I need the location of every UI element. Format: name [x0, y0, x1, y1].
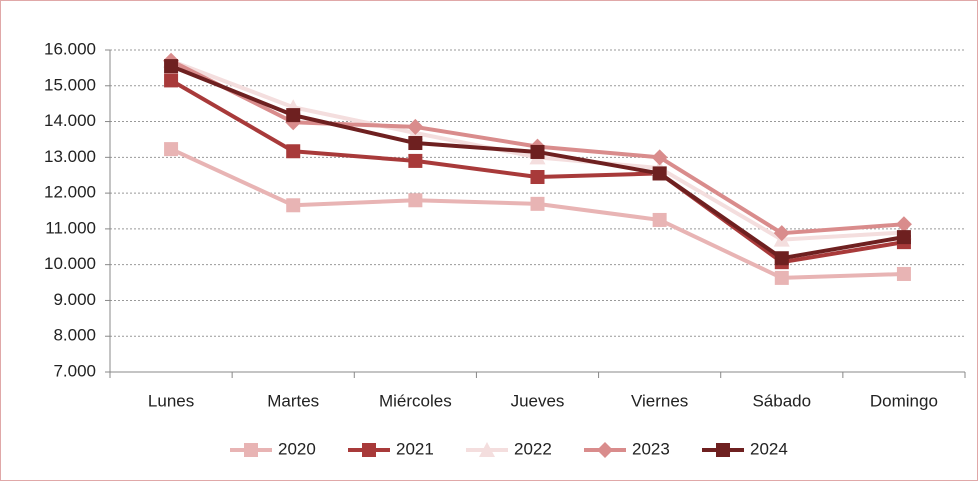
legend-label: 2024 [750, 439, 788, 458]
marker [652, 212, 667, 227]
y-tick-label: 10.000 [44, 254, 96, 273]
x-tick-label: Domingo [870, 391, 938, 410]
y-tick-label: 14.000 [44, 111, 96, 130]
y-tick-label: 16.000 [44, 39, 96, 58]
marker [408, 193, 423, 208]
y-tick-label: 7.000 [53, 361, 96, 380]
marker [407, 118, 424, 135]
legend-label: 2023 [632, 439, 670, 458]
y-tick-label: 11.000 [45, 218, 96, 237]
y-tick-label: 15.000 [44, 75, 96, 94]
marker [651, 149, 668, 166]
legend-marker [597, 442, 613, 458]
marker [286, 144, 301, 159]
y-tick-label: 12.000 [44, 183, 96, 202]
x-tick-label: Sábado [752, 391, 811, 410]
marker [408, 153, 423, 168]
marker [896, 230, 911, 245]
x-tick-label: Jueves [511, 391, 565, 410]
marker [652, 166, 667, 181]
y-tick-label: 8.000 [53, 326, 96, 345]
legend-marker [362, 443, 376, 457]
legend: 2020 2021 2022 2023 2024 [230, 439, 788, 458]
legend-marker [479, 442, 495, 457]
marker [773, 225, 790, 242]
marker [530, 170, 545, 185]
y-tick-label: 13.000 [44, 147, 96, 166]
legend-marker [716, 443, 730, 457]
marker [408, 136, 423, 151]
marker [286, 198, 301, 213]
legend-label: 2021 [396, 439, 434, 458]
x-tick-label: Martes [267, 391, 319, 410]
marker [286, 108, 301, 123]
legend-label: 2020 [278, 439, 316, 458]
marker [164, 73, 179, 88]
marker [164, 142, 179, 157]
marker [896, 266, 911, 281]
marker [530, 196, 545, 211]
legend-label: 2022 [514, 439, 552, 458]
marker [164, 59, 179, 74]
marker [774, 270, 789, 285]
x-tick-label: Lunes [148, 391, 194, 410]
plot [163, 52, 912, 285]
x-tick-label: Viernes [631, 391, 688, 410]
x-tick-label: Miércoles [379, 391, 452, 410]
y-tick-label: 9.000 [53, 290, 96, 309]
legend-marker [244, 443, 258, 457]
marker [895, 216, 912, 233]
marker [530, 144, 545, 159]
marker [774, 251, 789, 266]
